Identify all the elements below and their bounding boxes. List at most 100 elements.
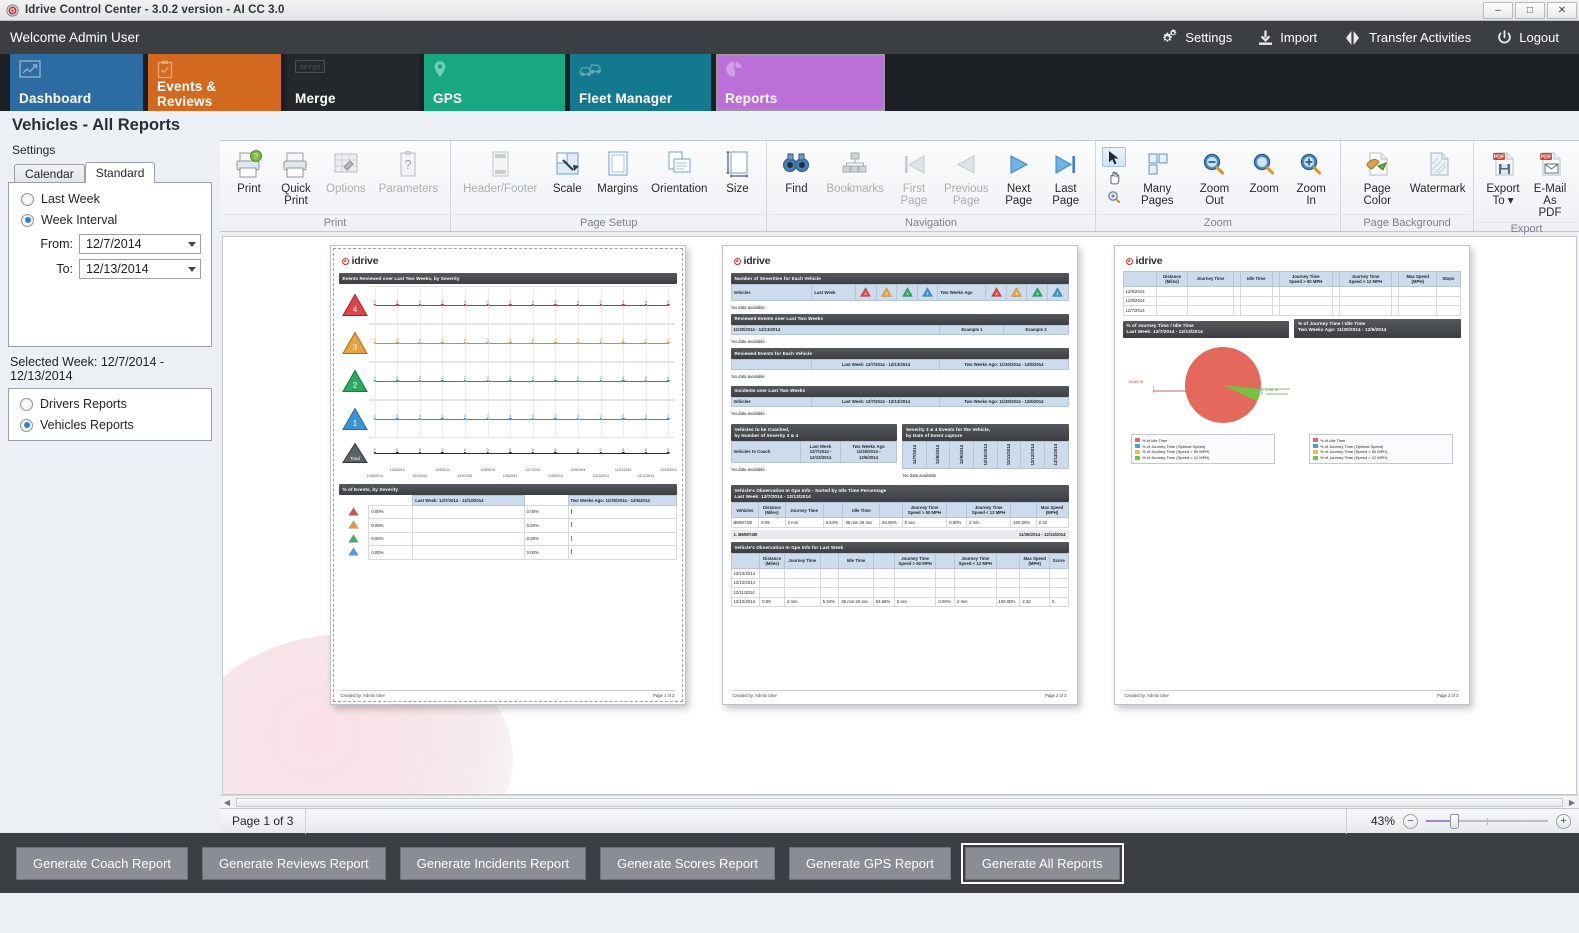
table-cell [872,577,895,589]
nav-tile-gps[interactable]: GPS [424,54,565,111]
to-date-value: 12/13/2014 [86,262,149,276]
watermark-button[interactable]: Watermark [1408,145,1467,198]
table-cell [1271,295,1280,307]
radio-drivers-reports[interactable]: Drivers Reports [20,397,201,411]
print-button[interactable]: ? Print [226,145,272,198]
zoom-in-button[interactable]: Zoom In [1288,145,1334,210]
zoom-out-button[interactable]: Zoom Out [1189,145,1240,210]
report-page-1[interactable]: idrive Events Reviewed over Last Two Wee… [329,245,686,705]
clipboard-check-icon [157,60,272,79]
nav-tile-reports[interactable]: Reports [716,54,885,111]
scale-button[interactable]: Scale [544,145,590,198]
report-page-2[interactable]: idrive Number of Severities for Each Veh… [721,245,1078,705]
main-nav: Dashboard Events & Reviews merge Merge G… [0,54,1579,111]
next-page-button[interactable]: Next Page [996,145,1042,210]
nav-tile-merge[interactable]: merge Merge [286,54,419,111]
column-header: 12/9/2014 [949,441,974,470]
find-button[interactable]: Find [773,145,819,198]
page-info: Page 1 of 3 [220,808,307,834]
table-cell [872,587,895,598]
size-button[interactable]: Size [714,145,760,198]
transfer-activities-action[interactable]: Transfer Activities [1343,30,1471,46]
data-label: 0 [509,447,512,452]
cell-last-week-value: 0.00% [368,518,414,533]
scrollbar-thumb[interactable] [236,797,1563,807]
severity-row-2: 2 0 0 0 0 0 0 0 0 0 0 0 0 0 0 [341,362,675,400]
quick-print-button[interactable]: Quick Print [273,145,319,210]
column-header [1391,271,1400,287]
close-button[interactable]: ✕ [1547,1,1577,19]
table-cell [759,587,786,598]
ribbon-group-export-title: Export [1476,222,1577,235]
page2-s1-title: Number of Severities for Each Vehicle [730,273,1069,284]
export-to-button[interactable]: PDF Export To ▾ [1480,145,1526,210]
settings-action[interactable]: Settings [1158,29,1232,46]
preview-horizontal-scrollbar[interactable]: ◀ ▶ [220,795,1579,808]
margins-button[interactable]: Margins [591,145,644,198]
svg-text:Total: Total [350,456,360,461]
data-point [599,341,602,345]
legend-swatch [1134,449,1140,454]
data-label: 0 [644,413,647,418]
generate-coach-report-button[interactable]: Generate Coach Report [16,846,189,880]
sev1-icon: 1 [1046,284,1069,301]
zoom-in-button-status[interactable]: + [1556,813,1571,829]
data-point [486,379,489,383]
generate-gps-report-button[interactable]: Generate GPS Report [789,846,951,880]
transfer-icon [1343,30,1362,46]
page2-vehicle-band: 1. BMW740I 11/30/2014 - 12/13/2014 [730,530,1069,540]
generate-reviews-report-button[interactable]: Generate Reviews Report [202,846,386,880]
table-cell: 12/12/2014 [730,577,761,589]
scroll-right-icon[interactable]: ▶ [1568,797,1576,807]
svg-text:2: 2 [906,292,908,296]
nav-tile-gps-label: GPS [433,91,463,106]
table-cell [1271,305,1280,316]
legend-swatch [1312,449,1318,454]
zoom-slider[interactable] [1426,813,1548,829]
scroll-left-icon[interactable]: ◀ [223,797,231,807]
minimize-button[interactable]: – [1483,1,1513,19]
zoom-button[interactable]: Zoom [1241,145,1287,198]
to-date-combo[interactable]: 12/13/2014 [79,259,201,279]
tab-standard[interactable]: Standard [84,162,156,183]
email-as-pdf-button[interactable]: PDF E-Mail As PDF [1527,145,1573,222]
import-action[interactable]: Import [1258,30,1317,46]
logout-action[interactable]: Logout [1497,29,1559,46]
pointer-tool-icon[interactable] [1101,147,1126,167]
generate-incidents-report-button[interactable]: Generate Incidents Report [399,846,587,880]
from-date-combo[interactable]: 12/7/2014 [79,234,201,254]
nav-tile-fleet-manager[interactable]: Fleet Manager [570,54,711,111]
column-header [946,502,967,519]
data-label: 0 [622,375,625,380]
generate-scores-report-button[interactable]: Generate Scores Report [600,846,775,880]
tab-calendar[interactable]: Calendar [14,164,85,183]
page-color-button[interactable]: Page Color [1347,145,1407,210]
many-pages-button[interactable]: Many Pages [1127,145,1188,210]
radio-vehicles-reports[interactable]: Vehicles Reports [20,418,201,432]
preview-canvas[interactable]: idrive Events Reviewed over Last Two Wee… [222,236,1577,795]
svg-text:4: 4 [995,292,998,296]
report-page-3[interactable]: idrive Distance (Miles) Journey Time Idle … [1113,245,1470,705]
last-page-button[interactable]: Last Page [1043,145,1089,210]
previous-page-button: Previous Page [938,145,995,210]
data-label: 0 [486,337,489,342]
logout-action-label: Logout [1519,30,1559,45]
maximize-button[interactable]: □ [1515,1,1545,19]
nav-tile-dashboard[interactable]: Dashboard [10,54,143,111]
zoom-out-button-status[interactable]: − [1403,813,1418,829]
nav-tile-events-reviews[interactable]: Events & Reviews [148,54,281,111]
report-brand-text: idrive [351,255,379,267]
data-point [531,303,534,307]
radio-last-week[interactable]: Last Week [21,192,201,206]
severity-4-plot: 0 0 0 0 0 0 0 0 0 0 0 0 0 0 [368,286,675,324]
magnifier-tool-icon[interactable] [1102,187,1126,207]
orientation-button[interactable]: Orientation [645,145,713,198]
generate-all-reports-button[interactable]: Generate All Reports [960,842,1124,884]
radio-week-interval[interactable]: Week Interval [21,213,201,227]
data-point [441,417,444,421]
data-point [576,451,580,455]
hand-tool-icon[interactable] [1102,167,1126,187]
zoom-slider-knob[interactable] [1450,813,1460,829]
svg-text:3: 3 [885,292,887,296]
column-header: 12/10/2014 [972,441,998,470]
